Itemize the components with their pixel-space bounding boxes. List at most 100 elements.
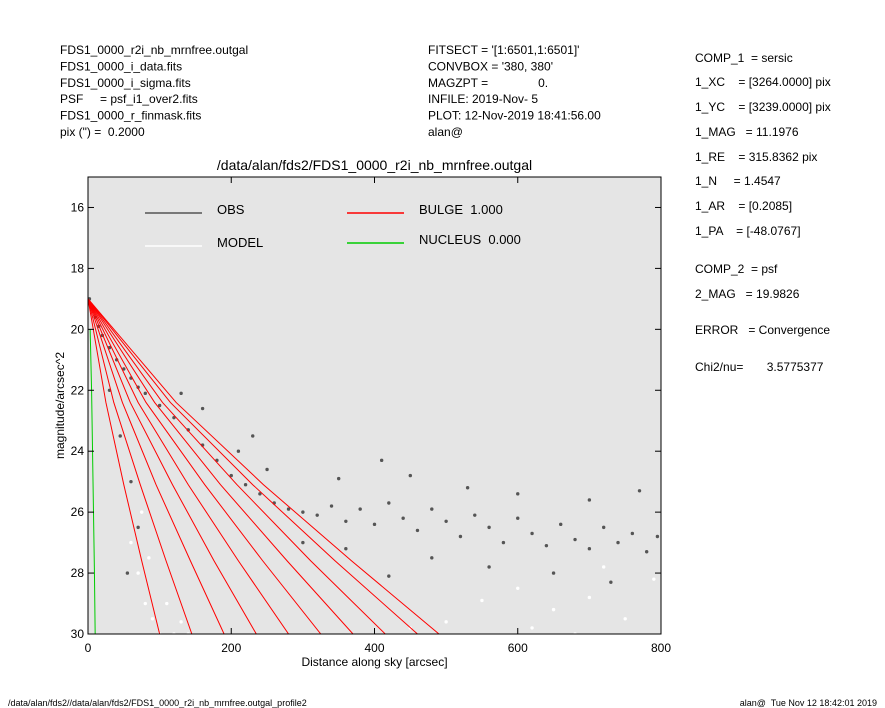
profile-line <box>88 298 386 634</box>
data-point <box>157 403 162 408</box>
y-tick-label: 16 <box>71 200 85 214</box>
data-point <box>172 415 176 420</box>
header-middle-line: INFILE: 2019-Nov- 5 <box>428 92 538 106</box>
data-point <box>501 540 506 545</box>
data-point <box>140 510 144 514</box>
header-left-line: pix (") = 0.2000 <box>60 125 145 139</box>
legend-label: OBS <box>217 202 245 217</box>
data-point <box>150 617 155 621</box>
header-left-line: PSF = psf_i1_over2.fits <box>60 92 198 106</box>
header-right-line: Chi2/nu= 3.5775377 <box>695 360 824 374</box>
data-point <box>143 601 147 606</box>
data-point <box>516 516 520 520</box>
data-point <box>165 601 169 606</box>
header-left-line: FDS1_0000_i_sigma.fits <box>60 76 191 90</box>
data-point <box>301 540 305 545</box>
data-point <box>387 501 391 505</box>
data-point <box>587 595 592 600</box>
data-point <box>344 546 348 551</box>
header-right-line: 2_MAG = 19.9826 <box>695 287 800 301</box>
profile-line <box>88 298 257 634</box>
data-point <box>516 586 520 590</box>
data-point <box>344 519 348 523</box>
data-point <box>473 513 477 517</box>
data-point <box>487 565 491 569</box>
profile-line <box>88 298 225 634</box>
x-tick-label: 200 <box>221 641 241 655</box>
data-point <box>616 540 620 545</box>
profile-line <box>88 298 354 634</box>
data-point <box>609 580 613 584</box>
data-point <box>465 486 470 490</box>
data-point <box>602 525 606 530</box>
header-right-line: 1_YC = [3239.0000] pix <box>695 100 831 114</box>
header-left-line: FDS1_0000_r2i_nb_mrnfree.outgal <box>60 43 248 57</box>
data-point <box>200 406 205 411</box>
legend-label: NUCLEUS 0.000 <box>419 232 521 247</box>
y-tick-label: 28 <box>71 566 85 580</box>
x-tick-label: 600 <box>508 641 528 655</box>
data-point <box>125 571 130 575</box>
header-right-line: 1_N = 1.4547 <box>695 174 781 188</box>
data-point <box>358 507 362 511</box>
data-point <box>516 492 520 496</box>
data-point <box>487 525 491 530</box>
footer-right: alan@ Tue Nov 12 18:42:01 2019 <box>740 698 877 708</box>
legend-label: MODEL <box>217 235 263 250</box>
data-point <box>136 571 140 575</box>
data-point <box>243 483 248 487</box>
data-point <box>587 498 592 502</box>
legend-label: BULGE 1.000 <box>419 202 503 217</box>
data-point <box>147 556 151 560</box>
profile-line <box>88 298 322 634</box>
data-point <box>301 510 305 514</box>
data-point <box>573 537 577 542</box>
y-axis-label: magnitude/arcsec^2 <box>53 352 67 459</box>
data-point <box>122 367 126 371</box>
data-point <box>265 467 269 472</box>
header-right-line: 1_RE = 315.8362 pix <box>695 150 817 164</box>
data-point <box>258 492 262 496</box>
header-right-line: ERROR = Convergence <box>695 323 830 337</box>
data-point <box>286 507 291 511</box>
data-point <box>655 534 660 539</box>
header-right-line: 1_MAG = 11.1976 <box>695 125 799 139</box>
data-point <box>379 458 384 463</box>
data-point <box>637 489 642 493</box>
data-point <box>401 516 405 520</box>
data-point <box>559 522 563 527</box>
header-right-line: COMP_1 = sersic <box>695 51 793 65</box>
data-point <box>530 531 534 536</box>
profile-line <box>88 298 193 634</box>
chart-title: /data/alan/fds2/FDS1_0000_r2i_nb_mrnfree… <box>217 157 532 173</box>
data-point <box>236 449 241 453</box>
data-point <box>415 528 420 533</box>
header-right-line: 1_PA = [-48.0767] <box>695 224 801 238</box>
profile-line <box>88 298 289 634</box>
data-point <box>623 617 627 621</box>
data-point <box>480 598 484 603</box>
data-point <box>530 626 534 630</box>
footer-left: /data/alan/fds2//data/alan/fds2/FDS1_000… <box>8 698 307 708</box>
data-point <box>551 571 556 575</box>
data-point <box>408 473 413 478</box>
data-point <box>652 577 656 581</box>
header-middle-line: CONVBOX = '380, 380' <box>428 59 553 73</box>
data-point <box>179 391 183 396</box>
y-tick-label: 30 <box>71 627 85 641</box>
data-point <box>544 543 549 548</box>
header-middle-line: PLOT: 12-Nov-2019 18:41:56.00 <box>428 109 601 123</box>
data-point <box>179 620 183 624</box>
header-right-line: 1_AR = [0.2085] <box>695 199 792 213</box>
data-point <box>129 479 133 484</box>
x-tick-label: 0 <box>85 641 92 655</box>
profile-line <box>88 298 161 634</box>
y-tick-label: 24 <box>71 444 85 458</box>
data-point <box>644 550 649 554</box>
data-point <box>129 540 133 545</box>
data-point <box>136 525 140 530</box>
profile-line <box>88 298 440 634</box>
data-point <box>336 476 341 481</box>
data-point <box>551 607 556 612</box>
